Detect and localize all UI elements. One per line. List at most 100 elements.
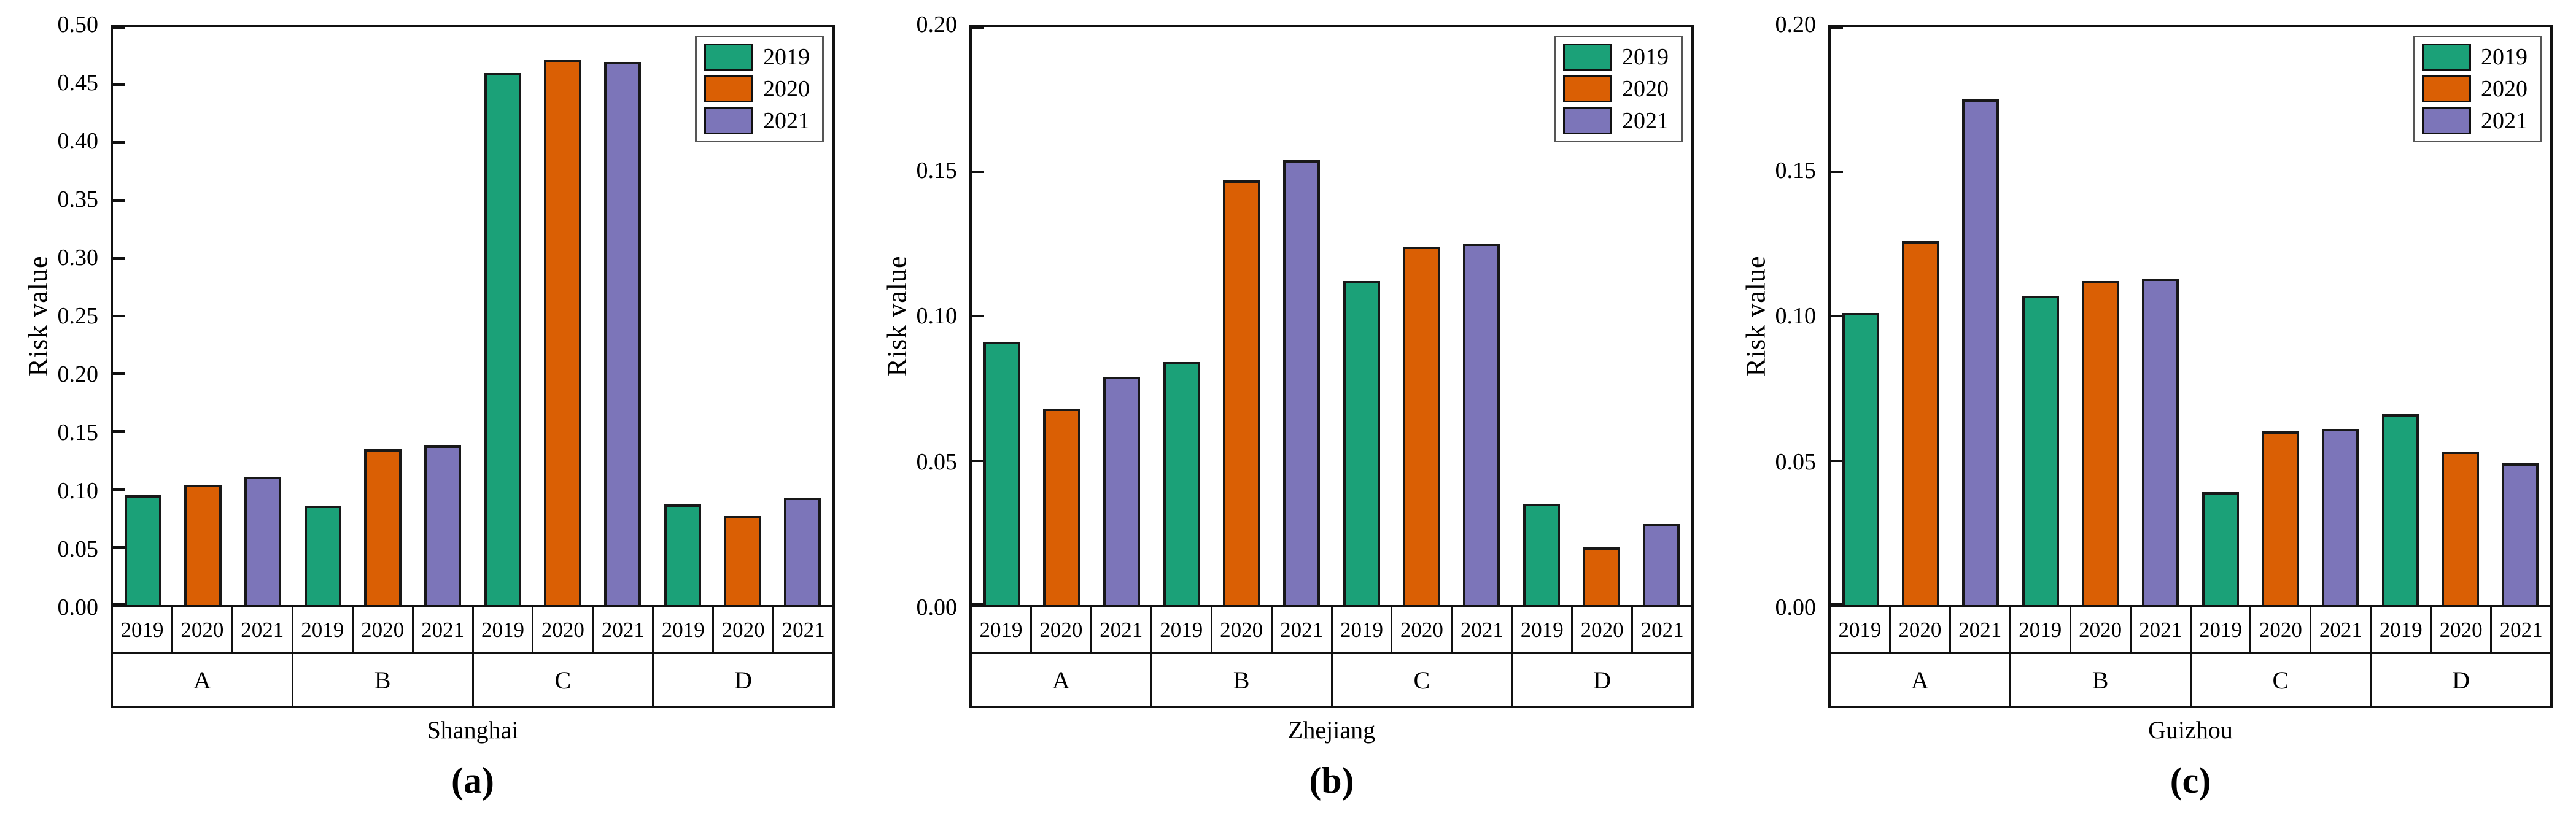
legend-swatch-2021 (1563, 107, 1612, 134)
bar-guizhou-C-2020 (2262, 431, 2299, 605)
group-cell-B: B (2011, 654, 2192, 706)
bar-guizhou-C-2019 (2202, 492, 2240, 605)
y-tick-mark (1831, 27, 1843, 29)
year-cell-A-2020: 2020 (173, 607, 233, 652)
legend-item-2019: 2019 (2422, 44, 2528, 71)
year-cell-D-2021: 2021 (782, 617, 825, 642)
bar-shanghai-D-2020 (724, 515, 761, 605)
bar-shanghai-A-2020 (184, 485, 222, 605)
bar-zhejiang-A-2020 (1043, 408, 1080, 605)
plot-area: 2019 2020 2021 (1828, 25, 2553, 607)
bar-guizhou-D-2021 (2501, 463, 2539, 605)
y-tick-label: 0.15 (1775, 157, 1817, 183)
y-tick-label: 0.10 (57, 478, 99, 504)
y-tick-mark (972, 27, 984, 29)
y-tick-mark (113, 256, 125, 260)
y-tick-mark (1831, 459, 1843, 462)
group-cell-B: B (293, 654, 474, 706)
x-axis-title: Shanghai (427, 716, 519, 744)
legend-label: 2020 (2481, 76, 2528, 102)
y-tick-mark (113, 488, 125, 491)
legend-item-2021: 2021 (1563, 107, 1669, 134)
legend-swatch-2019 (2422, 44, 2471, 71)
year-cell-B-2019: 2019 (293, 607, 354, 652)
y-tick-mark (113, 315, 125, 317)
year-cell-C-2019: 2019 (474, 607, 534, 652)
y-tick-label: 0.40 (57, 128, 99, 154)
legend: 2019 2020 2021 (695, 36, 824, 142)
y-tick-mark (972, 315, 984, 317)
panel-c-guizhou: Risk value 0.00 0.05 0.10 0.15 0.20 2019 202… (1718, 0, 2576, 821)
year-cell-B-2020: 2020 (354, 607, 414, 652)
legend-label: 2021 (1622, 108, 1669, 134)
y-tick-label: 0.15 (57, 420, 99, 445)
year-cell-C-2020: 2020 (533, 607, 594, 652)
bar-shanghai-B-2021 (424, 445, 462, 605)
year-cell-B-2019: 2019 (1152, 607, 1212, 652)
year-cell-C-2020: 2020 (1392, 607, 1453, 652)
group-cell-A: A (972, 654, 1152, 706)
year-cell-C-2021: 2021 (594, 607, 654, 652)
bar-zhejiang-B-2020 (1223, 180, 1260, 605)
x-axis-table: 2019 2020 2021 2019 2020 2021 2019 2020 2021 2019… (111, 607, 835, 708)
legend-item-2019: 2019 (704, 44, 810, 71)
year-cell-A-2019: 2019 (1831, 607, 1891, 652)
year-cell-D-2019: 2019 (1513, 607, 1573, 652)
y-tick-label: 0.35 (57, 187, 99, 212)
legend-item-2020: 2020 (1563, 75, 1669, 102)
y-tick-mark (113, 141, 125, 144)
bar-shanghai-D-2021 (783, 497, 821, 605)
bar-guizhou-A-2020 (1902, 241, 1939, 605)
group-cell-D: D (2452, 666, 2470, 694)
legend-label: 2021 (763, 108, 810, 134)
bar-guizhou-B-2019 (2022, 296, 2060, 605)
panel-caption: (a) (451, 760, 494, 801)
bar-zhejiang-B-2021 (1282, 160, 1321, 605)
legend-swatch-2020 (1563, 75, 1612, 102)
year-cell-A-2019: 2019 (972, 607, 1032, 652)
year-cell-D-2020: 2020 (2432, 607, 2493, 652)
year-cell-D-2021: 2021 (2499, 617, 2543, 642)
legend-label: 2020 (763, 76, 810, 102)
bar-guizhou-A-2021 (1961, 99, 2000, 605)
year-cell-D-2019: 2019 (2372, 607, 2432, 652)
year-cell-C-2019: 2019 (1333, 607, 1393, 652)
legend-swatch-2021 (2422, 107, 2471, 134)
year-cell-D-2019: 2019 (654, 607, 715, 652)
legend-label: 2019 (763, 44, 810, 70)
year-cell-D-2020: 2020 (714, 607, 775, 652)
bar-zhejiang-A-2019 (983, 342, 1021, 605)
legend-item-2020: 2020 (2422, 75, 2528, 102)
y-tick-label: 0.05 (57, 536, 99, 562)
x-axis-title: Zhejiang (1287, 716, 1376, 744)
y-tick-label: 0.10 (916, 303, 958, 329)
year-cell-A-2020: 2020 (1891, 607, 1951, 652)
y-tick-mark (113, 430, 125, 433)
group-cell-D: D (734, 666, 753, 694)
y-tick-label: 0.05 (916, 449, 958, 475)
legend-swatch-2020 (704, 75, 753, 102)
legend-swatch-2021 (704, 107, 753, 134)
group-cell-C: C (2192, 654, 2372, 706)
bar-zhejiang-D-2021 (1642, 524, 1680, 605)
year-cell-B-2021: 2021 (2132, 607, 2192, 652)
bar-zhejiang-D-2020 (1583, 547, 1620, 605)
y-tick-label: 0.00 (57, 595, 99, 620)
y-tick-label: 0.30 (57, 245, 99, 271)
bar-guizhou-B-2021 (2141, 278, 2179, 605)
y-axis-tick-labels: 0.00 0.05 0.10 0.15 0.20 (859, 13, 962, 619)
legend-item-2020: 2020 (704, 75, 810, 102)
bar-guizhou-B-2020 (2082, 281, 2119, 605)
legend-swatch-2019 (704, 44, 753, 71)
years-row: 2019 2020 2021 2019 2020 2021 2019 2020 2021 2019… (1831, 607, 2550, 654)
bar-guizhou-A-2019 (1842, 313, 1880, 605)
bar-guizhou-C-2021 (2321, 428, 2359, 605)
group-cell-B: B (1152, 654, 1333, 706)
x-axis-table: 2019 2020 2021 2019 2020 2021 2019 2020 2021 2019… (1828, 607, 2553, 708)
y-tick-label: 0.20 (1775, 12, 1817, 37)
y-tick-mark (1831, 315, 1843, 317)
bar-zhejiang-C-2019 (1343, 281, 1381, 605)
legend-item-2021: 2021 (2422, 107, 2528, 134)
legend-swatch-2020 (2422, 75, 2471, 102)
